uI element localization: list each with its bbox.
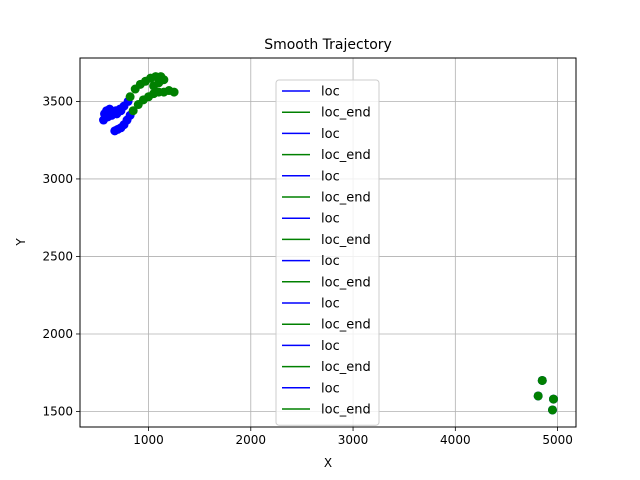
legend-entry-label: loc_end: [321, 191, 371, 206]
series-loc_end: [128, 86, 179, 116]
data-point-loc_end: [533, 391, 543, 401]
legend-entry-label: loc: [321, 254, 340, 269]
series-loc: [99, 96, 133, 125]
legend-entry-label: loc_end: [321, 360, 371, 375]
x-tick-label: 2000: [236, 433, 267, 447]
legend-entry-label: loc: [321, 212, 340, 227]
series-loc_end: [537, 375, 547, 385]
x-tick-label: 3000: [338, 433, 369, 447]
data-point-loc_end: [547, 405, 557, 415]
y-axis-label: Y: [14, 238, 28, 247]
legend-entry-label: loc: [321, 127, 340, 142]
legend-entry-label: loc_end: [321, 148, 371, 163]
y-tick-label: 1500: [42, 404, 73, 418]
series-loc_end: [125, 72, 169, 102]
data-point-loc_end: [549, 394, 559, 404]
series-loc_end: [549, 394, 559, 404]
chart-title: Smooth Trajectory: [264, 37, 392, 53]
data-points: [99, 72, 559, 415]
x-tick-label: 1000: [133, 433, 164, 447]
legend-entry-label: loc: [321, 381, 340, 396]
data-point-loc_end: [169, 87, 179, 97]
data-point-loc_end: [537, 375, 547, 385]
x-tick-label: 5000: [542, 433, 573, 447]
y-tick-label: 3000: [42, 172, 73, 186]
y-tick-label: 3500: [42, 94, 73, 108]
legend-entry-label: loc: [321, 85, 340, 100]
y-tick-label: 2500: [42, 249, 73, 263]
data-point-loc_end: [125, 92, 135, 102]
x-axis-ticks: 1000 2000 3000 4000 5000: [133, 427, 573, 447]
legend-entry-label: loc: [321, 169, 340, 184]
legend-entry-label: loc_end: [321, 275, 371, 290]
data-point-loc_end: [149, 81, 159, 91]
legend-entry-label: loc_end: [321, 318, 371, 333]
x-tick-label: 4000: [440, 433, 471, 447]
y-axis-ticks: 1500 2000 2500 3000 3500: [42, 94, 80, 418]
plot-area-frame: [79, 57, 577, 428]
series-loc_end: [533, 391, 543, 401]
legend-entry-label: loc_end: [321, 403, 371, 418]
legend-entry-label: loc_end: [321, 233, 371, 248]
legend-entry-label: loc: [321, 297, 340, 312]
legend-entry-label: loc_end: [321, 106, 371, 121]
legend-box: [275, 79, 380, 426]
x-axis-label: X: [324, 456, 332, 470]
data-point-loc_end: [128, 106, 138, 116]
data-point-loc: [116, 106, 126, 116]
series-loc_end: [547, 405, 557, 415]
y-tick-label: 2000: [42, 327, 73, 341]
legend: locloc_endlocloc_endlocloc_endlocloc_end…: [275, 79, 380, 426]
legend-entry-label: loc: [321, 339, 340, 354]
